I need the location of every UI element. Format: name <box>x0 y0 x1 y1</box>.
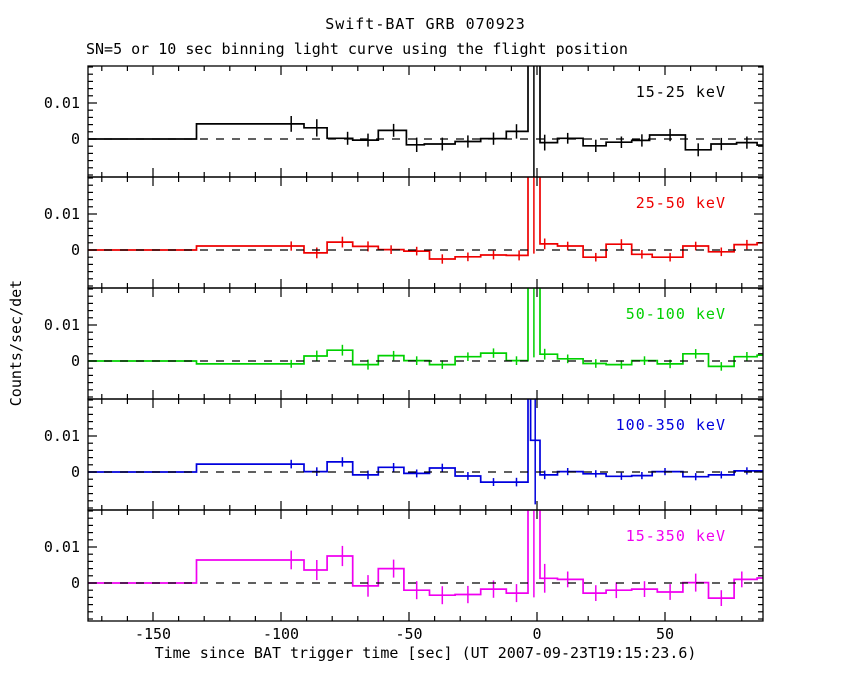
chart-title: Swift-BAT GRB 070923 <box>325 15 526 33</box>
x-tick-label: -100 <box>263 625 299 643</box>
energy-band-label: 15-25 keV <box>636 83 726 101</box>
y-tick-label: 0 <box>71 574 80 592</box>
light-curve-15-25-kev <box>88 66 763 151</box>
energy-band-label: 100-350 keV <box>616 416 726 434</box>
y-tick-label: 0 <box>71 463 80 481</box>
light-curve-15-350-kev <box>88 510 763 599</box>
energy-band-label: 50-100 keV <box>626 305 726 323</box>
y-tick-label: 0.01 <box>44 427 80 445</box>
energy-band-label: 25-50 keV <box>636 194 726 212</box>
axis-ticks <box>88 510 763 621</box>
y-tick-label: 0 <box>71 241 80 259</box>
light-curve-50-100-kev <box>88 288 763 368</box>
panel-100-350-kev <box>88 399 763 505</box>
y-tick-label: 0 <box>71 352 80 370</box>
axis-ticks <box>88 399 763 510</box>
panel-25-50-kev <box>88 177 763 264</box>
light-curve-100-350-kev <box>88 399 763 483</box>
axis-ticks <box>88 66 763 177</box>
y-tick-label: 0.01 <box>44 205 80 223</box>
x-tick-label: -150 <box>135 625 171 643</box>
error-bars-25-50-kev <box>290 177 748 264</box>
axis-ticks <box>88 177 763 288</box>
y-tick-label: 0.01 <box>44 316 80 334</box>
error-bars-50-100-kev <box>290 288 748 371</box>
panel-50-100-kev <box>88 288 763 371</box>
x-tick-label: 0 <box>532 625 541 643</box>
light-curve-25-50-kev <box>88 177 763 260</box>
chart-subtitle: SN=5 or 10 sec binning light curve using… <box>86 40 628 58</box>
y-tick-label: 0.01 <box>44 94 80 112</box>
y-axis-label: Counts/sec/det <box>7 279 25 407</box>
error-bars-15-25-kev <box>290 66 748 177</box>
panel-15-25-kev <box>88 66 763 177</box>
panel-frame <box>87 509 764 622</box>
energy-band-label: 15-350 keV <box>626 527 726 545</box>
error-bars-15-350-kev <box>290 510 743 606</box>
y-tick-label: 0.01 <box>44 538 80 556</box>
y-tick-label: 0 <box>71 130 80 148</box>
panel-15-350-kev <box>88 510 763 606</box>
x-tick-label: 50 <box>656 625 674 643</box>
x-tick-label: -50 <box>395 625 422 643</box>
x-axis-label: Time since BAT trigger time [sec] (UT 20… <box>154 644 697 662</box>
axis-ticks <box>88 288 763 399</box>
error-bars-100-350-kev <box>290 399 748 505</box>
